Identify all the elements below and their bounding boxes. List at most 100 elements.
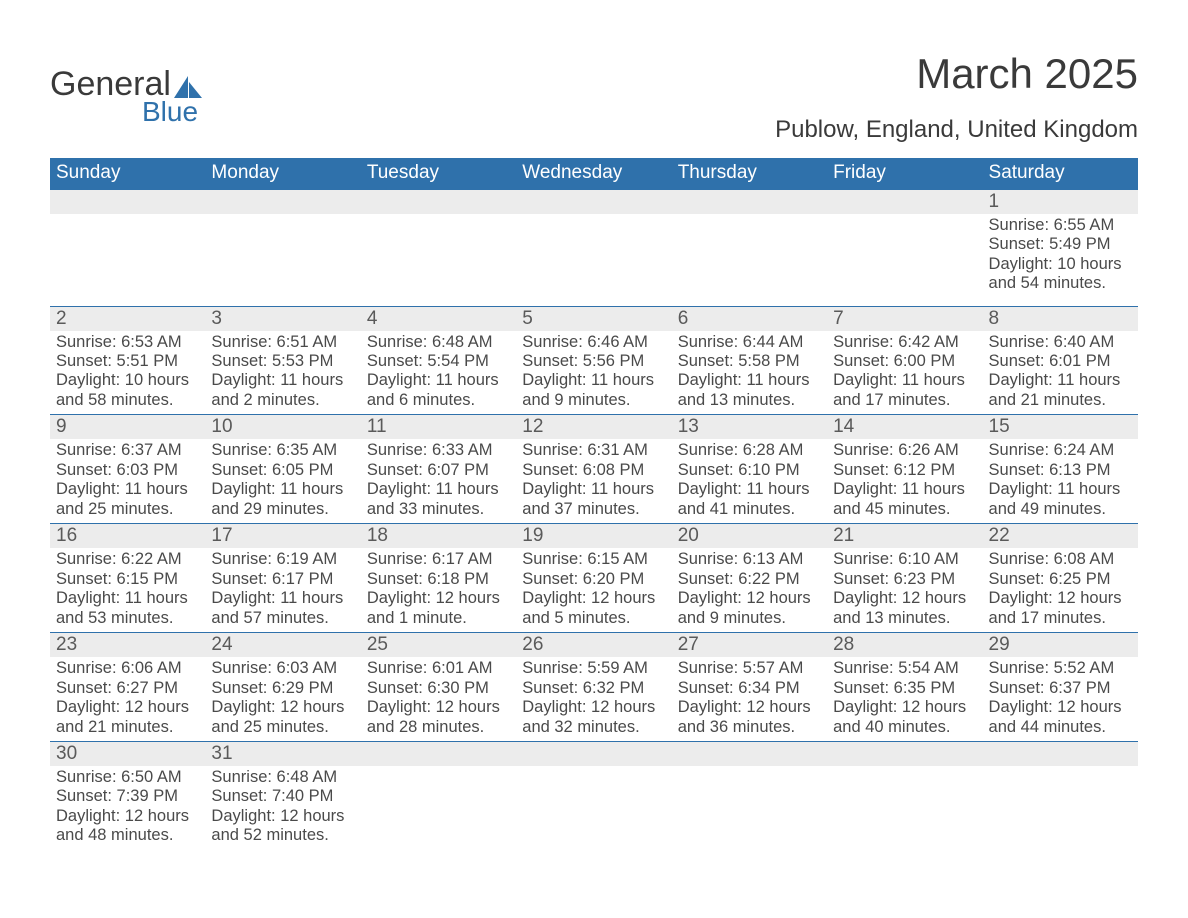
sunrise-line: Sunrise: 6:22 AM [56, 550, 199, 569]
day-number-cell [361, 742, 516, 767]
day-number-cell: 2 [50, 306, 205, 331]
location: Publow, England, United Kingdom [775, 116, 1138, 144]
day-detail-cell: Sunrise: 6:06 AMSunset: 6:27 PMDaylight:… [50, 657, 205, 741]
day-number-cell: 29 [983, 633, 1138, 658]
sunset-line: Sunset: 6:12 PM [833, 461, 976, 480]
day-detail-cell: Sunrise: 6:01 AMSunset: 6:30 PMDaylight:… [361, 657, 516, 741]
day-detail-cell: Sunrise: 6:35 AMSunset: 6:05 PMDaylight:… [205, 439, 360, 523]
day-detail-cell: Sunrise: 6:48 AMSunset: 5:54 PMDaylight:… [361, 331, 516, 415]
day-number-cell: 23 [50, 633, 205, 658]
day-number-cell: 15 [983, 415, 1138, 440]
day-number-cell: 9 [50, 415, 205, 440]
sunset-line: Sunset: 6:30 PM [367, 679, 510, 698]
detail-row: Sunrise: 6:37 AMSunset: 6:03 PMDaylight:… [50, 439, 1138, 523]
detail-row: Sunrise: 6:22 AMSunset: 6:15 PM Daylight:… [50, 548, 1138, 632]
day-number-cell: 19 [516, 524, 671, 549]
sunset-line: Sunset: 5:53 PM [211, 352, 354, 371]
daylight-line: Daylight: 12 hours and 44 minutes. [989, 698, 1132, 737]
day-number-cell: 16 [50, 524, 205, 549]
sunrise-line: Sunrise: 6:19 AM [211, 550, 354, 569]
sunrise-line: Sunrise: 6:31 AM [522, 441, 665, 460]
day-number-cell: 28 [827, 633, 982, 658]
sunset-line: Sunset: 5:58 PM [678, 352, 821, 371]
sunrise-line: Sunrise: 6:51 AM [211, 333, 354, 352]
sunset-line: Sunset: 6:15 PM [56, 570, 199, 589]
sunset-line: Sunset: 6:01 PM [989, 352, 1132, 371]
sunset-line: Sunset: 7:40 PM [211, 787, 354, 806]
sunset-line: Sunset: 6:08 PM [522, 461, 665, 480]
weekday-header: Monday [205, 158, 360, 190]
day-number-cell: 25 [361, 633, 516, 658]
daynum-row: 3031 [50, 742, 1138, 767]
day-detail-cell: Sunrise: 6:08 AMSunset: 6:25 PMDaylight:… [983, 548, 1138, 632]
sunset-line: Sunset: 5:56 PM [522, 352, 665, 371]
day-detail-cell: Sunrise: 6:19 AMSunset: 6:17 PMDaylight:… [205, 548, 360, 632]
sunrise-line: Sunrise: 6:55 AM [989, 216, 1132, 235]
daylight-line: Daylight: 11 hours and 25 minutes. [56, 480, 199, 519]
sunrise-line: Sunrise: 6:37 AM [56, 441, 199, 460]
sunset-line: Sunset: 6:13 PM [989, 461, 1132, 480]
day-number-cell [205, 190, 360, 214]
sunrise-line: Sunrise: 6:10 AM [833, 550, 976, 569]
sunrise-line: Sunrise: 6:44 AM [678, 333, 821, 352]
day-number-cell: 1 [983, 190, 1138, 214]
sunrise-line: Sunrise: 6:48 AM [211, 768, 354, 787]
day-detail-cell: Sunrise: 5:59 AMSunset: 6:32 PMDaylight:… [516, 657, 671, 741]
weekday-header: Saturday [983, 158, 1138, 190]
sunset-line: Sunset: 6:34 PM [678, 679, 821, 698]
sunset-line: Sunset: 6:25 PM [989, 570, 1132, 589]
sunrise-line: Sunrise: 6:46 AM [522, 333, 665, 352]
daylight-line: Daylight: 12 hours and 32 minutes. [522, 698, 665, 737]
day-number-cell: 21 [827, 524, 982, 549]
daylight-line: Daylight: 12 hours and 21 minutes. [56, 698, 199, 737]
weekday-header: Wednesday [516, 158, 671, 190]
day-detail-cell: Sunrise: 6:22 AMSunset: 6:15 PMDaylight:… [50, 548, 205, 632]
sunset-line: Sunset: 6:18 PM [367, 570, 510, 589]
day-number-cell: 18 [361, 524, 516, 549]
title-block: March 2025 Publow, England, United Kingd… [775, 50, 1138, 144]
daylight-line: Daylight: 12 hours and 13 minutes. [833, 589, 976, 628]
day-detail-cell [516, 766, 671, 850]
sunrise-line: Sunrise: 6:33 AM [367, 441, 510, 460]
day-number-cell [516, 190, 671, 214]
sunset-line: Sunset: 5:49 PM [989, 235, 1132, 254]
sunset-line: Sunset: 6:00 PM [833, 352, 976, 371]
sunrise-line: Sunrise: 5:59 AM [522, 659, 665, 678]
daylight-line: Daylight: 10 hours and 58 minutes. [56, 371, 199, 410]
day-detail-cell: Sunrise: 6:37 AMSunset: 6:03 PMDaylight:… [50, 439, 205, 523]
day-detail-cell [983, 766, 1138, 850]
day-detail-cell: Sunrise: 6:15 AMSunset: 6:20 PMDaylight:… [516, 548, 671, 632]
daylight-line: Daylight: 10 hours and 54 minutes. [989, 255, 1132, 294]
daylight-line: Daylight: 12 hours and 40 minutes. [833, 698, 976, 737]
daynum-row: 16171819202122 [50, 524, 1138, 549]
calendar-table: Sunday Monday Tuesday Wednesday Thursday… [50, 158, 1138, 850]
sunrise-line: Sunrise: 6:03 AM [211, 659, 354, 678]
day-detail-cell [827, 214, 982, 306]
day-number-cell: 5 [516, 306, 671, 331]
detail-row: Sunrise: 6:50 AMSunset: 7:39 PMDaylight:… [50, 766, 1138, 850]
day-number-cell [50, 190, 205, 214]
day-number-cell: 12 [516, 415, 671, 440]
day-detail-cell [672, 214, 827, 306]
day-detail-cell: Sunrise: 6:24 AMSunset: 6:13 PMDaylight:… [983, 439, 1138, 523]
daylight-line: Daylight: 12 hours and 25 minutes. [211, 698, 354, 737]
sunrise-line: Sunrise: 6:42 AM [833, 333, 976, 352]
sunrise-line: Sunrise: 6:40 AM [989, 333, 1132, 352]
sunrise-line: Sunrise: 6:35 AM [211, 441, 354, 460]
day-number-cell: 20 [672, 524, 827, 549]
sunset-line: Sunset: 6:23 PM [833, 570, 976, 589]
logo: General Blue [50, 65, 202, 128]
daylight-line: Daylight: 11 hours and 57 minutes. [211, 589, 354, 628]
sunrise-line: Sunrise: 6:53 AM [56, 333, 199, 352]
daylight-line: Daylight: 11 hours and 37 minutes. [522, 480, 665, 519]
detail-row: Sunrise: 6:53 AMSunset: 5:51 PMDaylight:… [50, 331, 1138, 415]
daylight-line: Daylight: 11 hours and 29 minutes. [211, 480, 354, 519]
weekday-header: Friday [827, 158, 982, 190]
daylight-line: Daylight: 12 hours and 48 minutes. [56, 807, 199, 846]
sunset-line: Sunset: 5:51 PM [56, 352, 199, 371]
day-number-cell [672, 742, 827, 767]
day-number-cell: 8 [983, 306, 1138, 331]
sunset-line: Sunset: 6:07 PM [367, 461, 510, 480]
sunset-line: Sunset: 6:17 PM [211, 570, 354, 589]
weekday-header-row: Sunday Monday Tuesday Wednesday Thursday… [50, 158, 1138, 190]
